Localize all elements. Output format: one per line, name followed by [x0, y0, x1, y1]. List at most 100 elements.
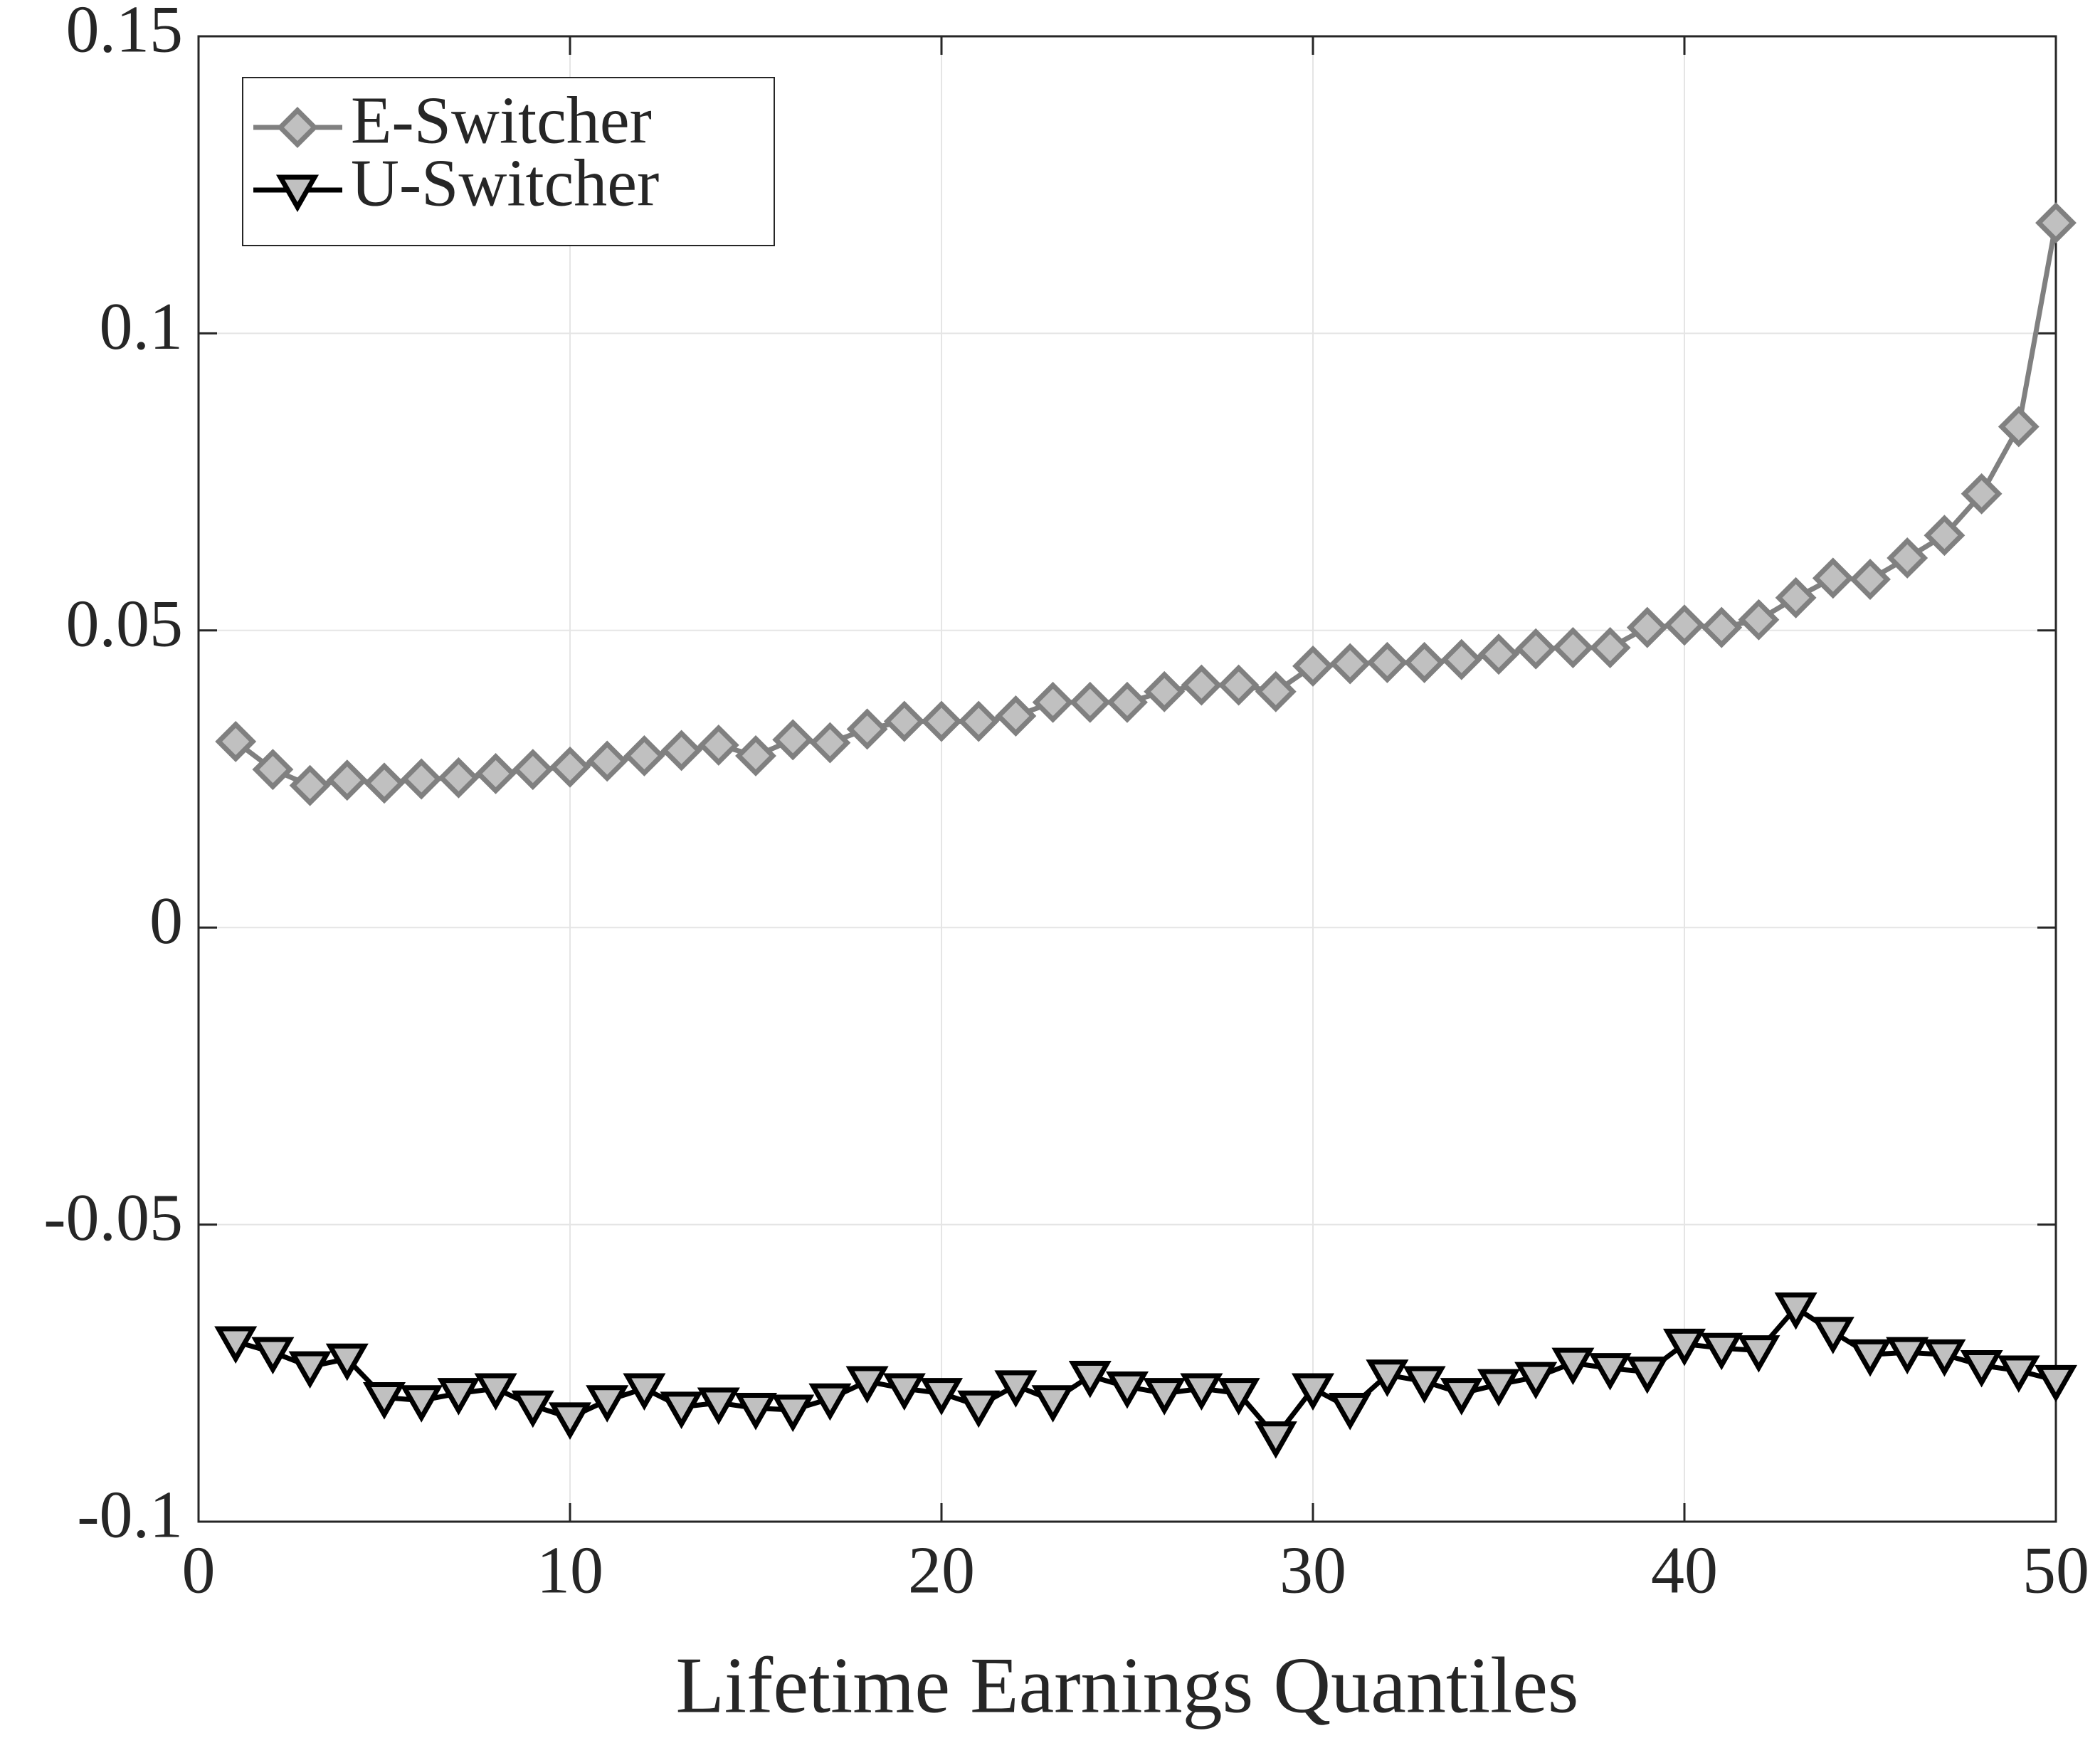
data-point	[437, 1378, 480, 1416]
data-point	[697, 1387, 740, 1426]
data-point	[1961, 473, 2003, 515]
data-point	[772, 719, 814, 761]
data-point	[474, 1373, 517, 1411]
legend-box	[242, 77, 775, 246]
data-point	[1478, 633, 1519, 675]
data-point	[1366, 641, 1408, 683]
data-point	[401, 758, 443, 800]
data-point	[326, 759, 368, 801]
data-point	[1774, 1292, 1817, 1330]
data-point	[475, 753, 517, 794]
data-point	[1588, 1353, 1632, 1391]
data-point	[586, 740, 628, 782]
data-point	[623, 734, 665, 776]
data-point	[1440, 1378, 1483, 1416]
data-point	[958, 700, 1000, 742]
data-point	[214, 1326, 258, 1364]
data-point	[1366, 1359, 1409, 1397]
data-point	[1477, 1369, 1521, 1407]
data-point	[288, 1351, 332, 1389]
x-tick-label: 0	[182, 1534, 216, 1608]
data-point	[511, 1390, 554, 1428]
data-point	[1960, 1349, 2003, 1388]
data-point	[1329, 643, 1371, 685]
data-point	[994, 1370, 1038, 1408]
data-point	[734, 1393, 778, 1431]
data-point	[252, 749, 294, 791]
data-point	[364, 762, 405, 804]
data-point	[1664, 604, 1705, 646]
data-point	[1440, 638, 1482, 680]
data-point	[845, 1366, 889, 1404]
data-point	[1105, 1371, 1149, 1409]
data-point	[548, 1402, 592, 1440]
data-point	[1738, 599, 1780, 641]
y-tick-label: 0	[149, 884, 183, 958]
data-point	[215, 720, 257, 762]
data-point	[1923, 1339, 1966, 1377]
data-point	[549, 746, 591, 788]
data-point	[1551, 1347, 1595, 1386]
data-point	[1700, 1332, 1743, 1371]
data-point	[1403, 641, 1445, 683]
data-point	[1403, 1366, 1446, 1404]
data-point	[1291, 1373, 1335, 1411]
data-point	[1886, 1337, 1929, 1375]
data-point	[1848, 1339, 1892, 1377]
y-tick-label: 0.05	[66, 586, 184, 660]
data-point	[400, 1385, 443, 1423]
data-point	[995, 695, 1037, 737]
data-point	[846, 708, 888, 750]
data-point	[660, 1391, 703, 1429]
data-point	[771, 1394, 815, 1433]
legend-label: E-Switcher	[351, 84, 652, 158]
data-point	[1775, 576, 1817, 618]
y-tick-label: 0.15	[66, 0, 184, 67]
data-point	[1068, 1360, 1112, 1399]
data-point	[697, 724, 739, 766]
series	[215, 202, 2077, 806]
data-point	[586, 1385, 629, 1423]
x-tick-label: 30	[1279, 1534, 1346, 1608]
legend-marker	[275, 174, 320, 213]
data-point	[1811, 1317, 1854, 1354]
data-point	[1255, 670, 1297, 712]
data-point	[1737, 1335, 1780, 1373]
data-point	[1662, 1328, 1706, 1367]
x-tick-label: 20	[908, 1534, 975, 1608]
data-point	[1032, 681, 1074, 723]
data-point	[1887, 537, 1928, 579]
data-point	[2034, 1364, 2078, 1403]
x-tick-label: 50	[2022, 1534, 2089, 1608]
data-point	[1812, 557, 1854, 599]
data-point	[362, 1382, 406, 1420]
plot-box	[197, 35, 2057, 1523]
data-point	[1218, 664, 1260, 706]
series	[214, 1292, 2078, 1459]
data-point	[883, 700, 925, 742]
data-point	[1924, 515, 1966, 557]
data-point	[957, 1390, 1001, 1428]
x-tick-label: 40	[1651, 1534, 1718, 1608]
data-point	[1552, 627, 1594, 668]
data-point	[438, 757, 480, 799]
data-point	[919, 1378, 964, 1416]
data-point	[251, 1337, 295, 1375]
data-point	[882, 1373, 926, 1411]
data-point	[1181, 664, 1223, 706]
data-point	[1292, 645, 1334, 687]
data-point	[325, 1343, 369, 1381]
y-tick-label: -0.1	[77, 1478, 183, 1552]
data-point	[1998, 406, 2040, 448]
data-point	[623, 1373, 666, 1411]
data-point	[735, 734, 776, 776]
data-point	[289, 764, 331, 806]
data-point	[809, 722, 851, 764]
data-point	[1589, 627, 1631, 668]
data-point	[1069, 681, 1111, 723]
data-point	[1625, 1357, 1669, 1394]
data-point	[1850, 559, 1891, 600]
legend-label: U-Switcher	[351, 147, 659, 221]
